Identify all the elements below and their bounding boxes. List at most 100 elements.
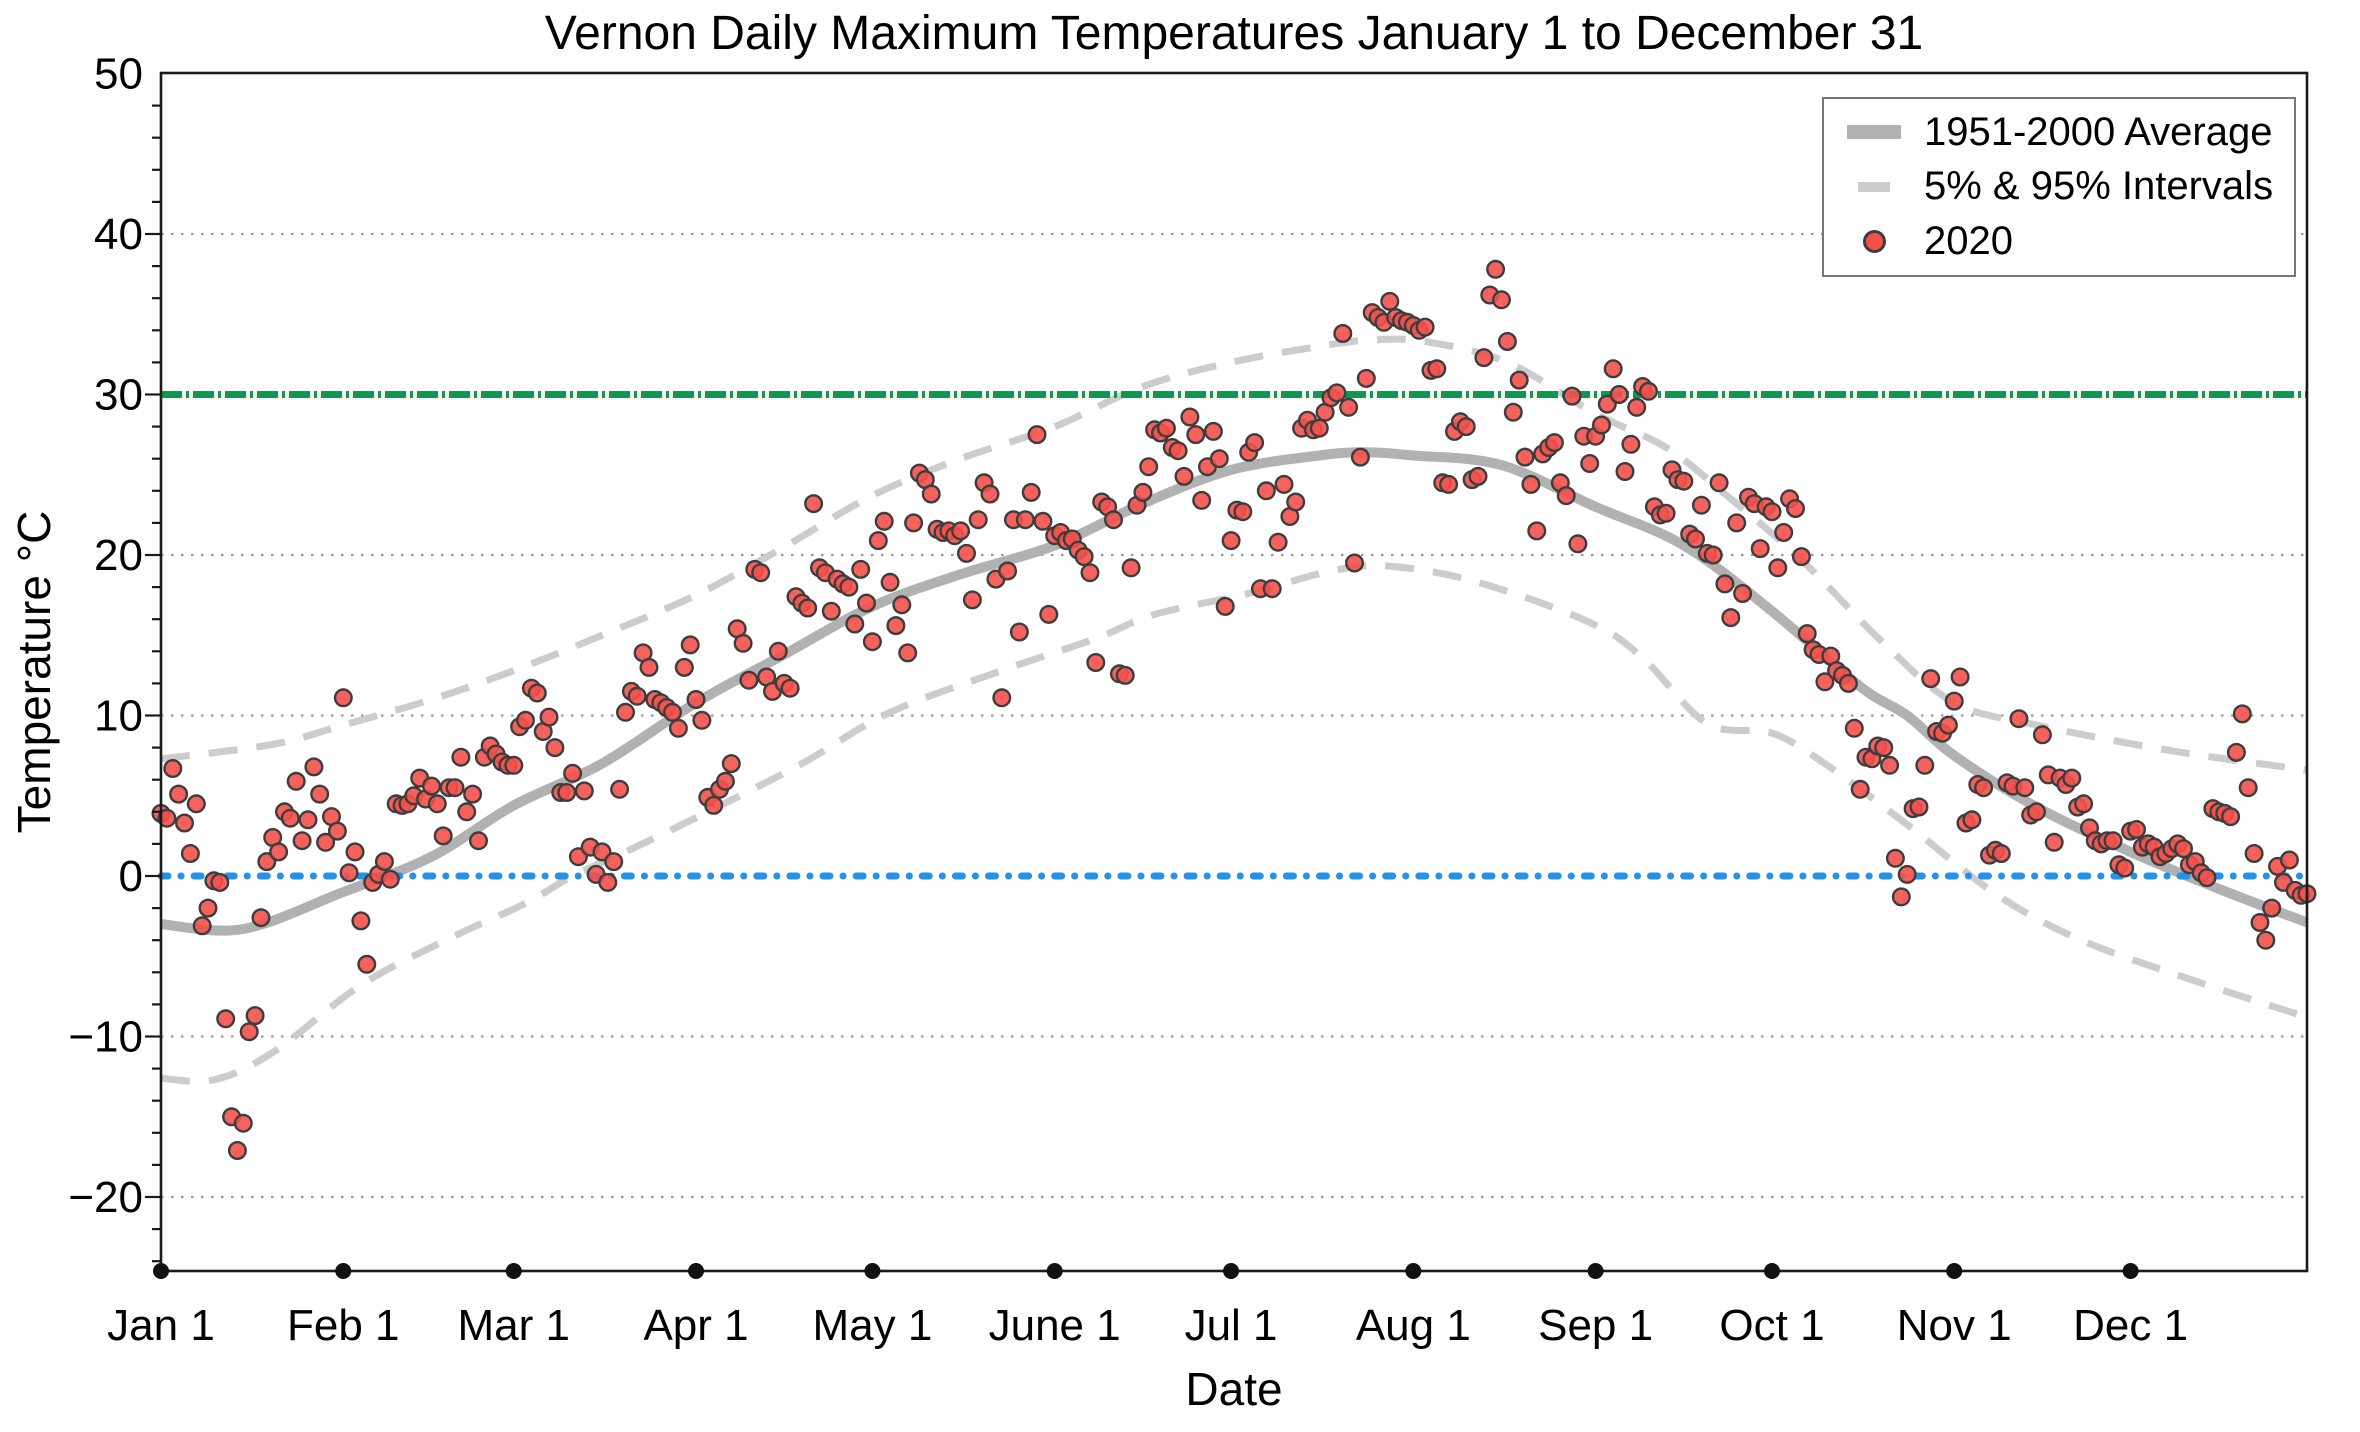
- scatter-point: [951, 521, 971, 541]
- scatter-point: [1556, 486, 1576, 506]
- month-dot: [335, 1263, 352, 1279]
- scatter-point: [1521, 474, 1541, 494]
- month-dot: [1223, 1263, 1240, 1279]
- scatter-point: [463, 784, 483, 804]
- scatter-point: [333, 688, 353, 708]
- scatter-point: [1021, 482, 1041, 502]
- scatter-point: [1080, 563, 1100, 583]
- scatter-point: [1515, 447, 1535, 467]
- scatter-point: [2062, 768, 2082, 788]
- x-tick-label: Mar 1: [458, 1301, 570, 1350]
- scatter-point: [663, 702, 683, 722]
- scatter-point: [1274, 474, 1294, 494]
- scatter-point: [1121, 558, 1141, 578]
- scatter-point: [1503, 402, 1523, 422]
- scatter-point: [2126, 820, 2146, 840]
- scatter-point: [545, 738, 565, 758]
- scatter-point: [1909, 797, 1929, 817]
- scatter-point: [516, 710, 536, 730]
- average-curve: [160, 447, 2309, 936]
- scatter-point: [1333, 324, 1353, 344]
- scatter-point: [1497, 332, 1517, 352]
- legend-item-intervals: 5% & 95% Intervals: [1824, 164, 2294, 209]
- scatter-point: [998, 561, 1018, 581]
- scatter-point: [898, 643, 918, 663]
- scatter-point: [874, 511, 894, 531]
- legend-label-2020: 2020: [1924, 219, 2013, 264]
- scatter-point: [1486, 259, 1506, 279]
- scatter-point: [686, 690, 706, 710]
- scatter-point: [1838, 673, 1858, 693]
- scatter-point: [2015, 778, 2035, 798]
- scatter-point: [1427, 359, 1447, 379]
- legend-item-2020: 2020: [1824, 219, 2294, 264]
- scatter-point: [1950, 667, 1970, 687]
- scatter-point: [992, 688, 1012, 708]
- y-tick-label: 0: [119, 852, 143, 901]
- scatter-point: [639, 657, 659, 677]
- scatter-point: [1991, 844, 2011, 864]
- scatter-point: [674, 657, 694, 677]
- scatter-point: [1844, 718, 1864, 738]
- x-axis-title: Date: [1185, 1363, 1283, 1415]
- scatter-point: [1103, 510, 1123, 530]
- scatter-point: [269, 842, 289, 862]
- scatter-point: [298, 810, 318, 830]
- scatter-dot-swatch: [1862, 230, 1886, 254]
- scatter-point: [2032, 725, 2052, 745]
- scatter-point: [2238, 778, 2258, 798]
- month-dot: [505, 1263, 522, 1279]
- scatter-point: [1086, 653, 1106, 673]
- scatter-point: [2173, 839, 2193, 859]
- scatter-point: [163, 759, 183, 779]
- scatter-point: [374, 852, 394, 872]
- scatter-point: [798, 598, 818, 618]
- scatter-point: [1527, 521, 1547, 541]
- scatter-point: [239, 1022, 259, 1042]
- average-line-swatch: [1847, 125, 1901, 140]
- scatter-point: [1256, 481, 1276, 501]
- scatter-point: [1797, 624, 1817, 644]
- x-tick-label: Feb 1: [287, 1301, 400, 1350]
- scatter-point: [1568, 534, 1588, 554]
- scatter-point: [1685, 529, 1705, 549]
- scatter-point: [680, 635, 700, 655]
- scatter-point: [1039, 604, 1059, 624]
- scatter-point: [433, 826, 453, 846]
- scatter-point: [216, 1009, 236, 1029]
- scatter-point: [851, 559, 871, 579]
- scatter-point: [1474, 348, 1494, 368]
- scatter-point: [1580, 454, 1600, 474]
- scatter-point: [1139, 457, 1159, 477]
- scatter-point: [1880, 755, 1900, 775]
- y-tick-label: −10: [68, 1013, 143, 1062]
- x-tick-label: Jan 1: [107, 1301, 215, 1350]
- scatter-point: [604, 852, 624, 872]
- scatter-point: [1286, 492, 1306, 512]
- scatter-point: [1815, 672, 1835, 692]
- x-tick-label: Oct 1: [1719, 1301, 1824, 1350]
- scatter-point: [1415, 317, 1435, 337]
- scatter-point: [198, 898, 218, 918]
- scatter-point: [186, 794, 206, 814]
- scatter-point: [169, 784, 189, 804]
- scatter-point: [2115, 858, 2135, 878]
- scatter-point: [180, 844, 200, 864]
- scatter-point: [739, 670, 759, 690]
- scatter-point: [610, 779, 630, 799]
- scatter-point: [327, 821, 347, 841]
- scatter-point: [704, 795, 724, 815]
- scatter-point: [751, 563, 771, 583]
- scatter-point: [1356, 368, 1376, 388]
- scatter-point: [339, 863, 359, 883]
- scatter-point: [451, 747, 471, 767]
- scatter-point: [1215, 596, 1235, 616]
- scatter-point: [1603, 359, 1623, 379]
- x-tick-label: Jul 1: [1185, 1301, 1278, 1350]
- scatter-point: [627, 686, 647, 706]
- scatter-point: [968, 510, 988, 530]
- scatter-point: [1938, 715, 1958, 735]
- scatter-point: [921, 484, 941, 504]
